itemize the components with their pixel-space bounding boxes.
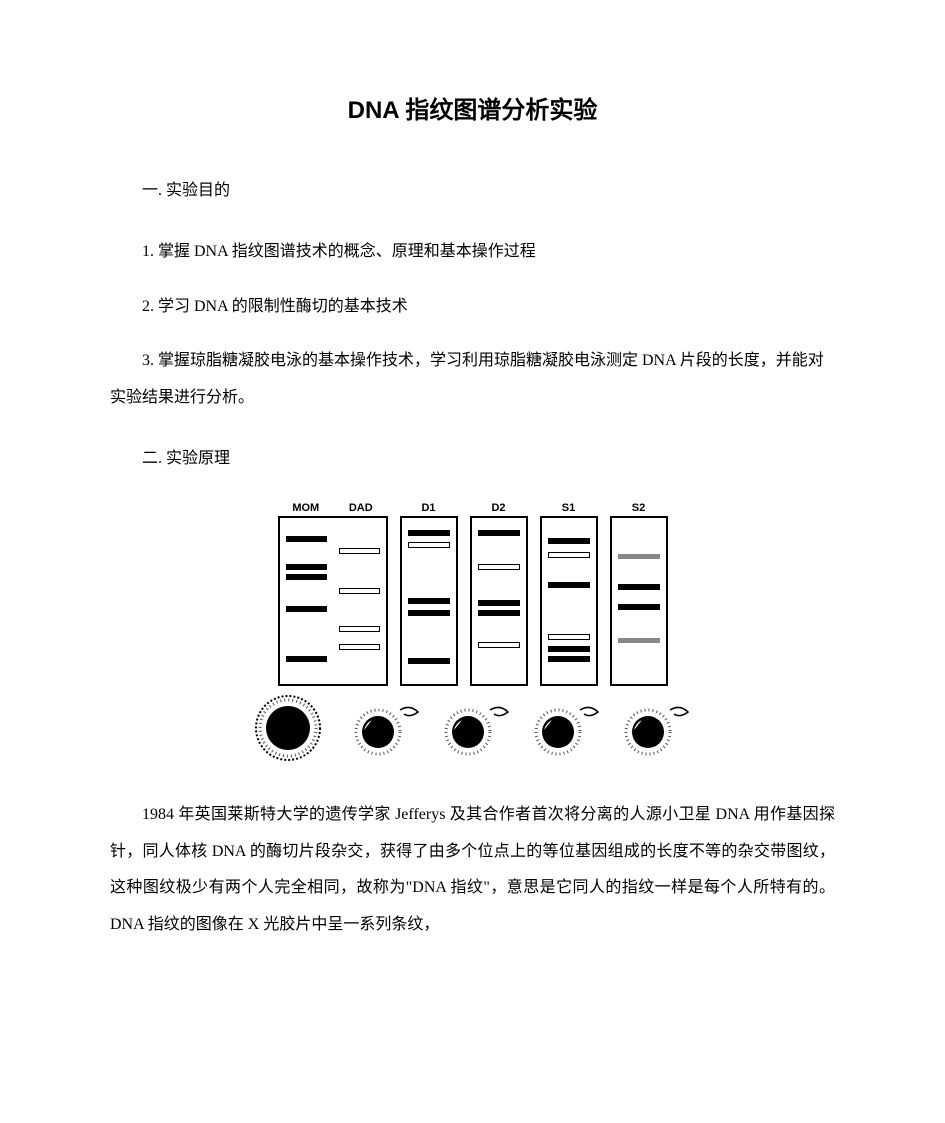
lane-box-s2 [610,516,668,686]
lane-label-mom: MOM [292,502,319,514]
gel-band [618,638,660,643]
page-title: DNA 指纹图谱分析实验 [110,90,835,125]
gel-band [478,600,520,606]
cell-icon [350,700,422,761]
gel-band [548,582,590,588]
lane-s2: S2 [610,502,668,686]
gel-band [408,542,450,548]
gel-band [286,536,327,542]
gel-band [286,564,327,570]
gel-band [408,610,450,616]
gel-band [408,530,450,536]
lane-d1: D1 [400,502,458,686]
gel-band [548,656,590,662]
gel-band [339,548,380,554]
cell-icon [530,700,602,761]
gel-band [548,634,590,640]
lane-parents: MOM DAD [278,502,388,686]
gel-band [548,552,590,558]
gel-band [478,642,520,648]
lane-box-s1 [540,516,598,686]
gel-band [548,538,590,544]
lane-s1: S1 [540,502,598,686]
lane-box-parents [278,516,388,686]
lane-box-d1 [400,516,458,686]
lane-d2: D2 [470,502,528,686]
objective-3: 3. 掌握琼脂糖凝胶电泳的基本操作技术，学习利用琼脂糖凝胶电泳测定 DNA 片段… [110,343,835,417]
cell-icons-row [254,694,692,767]
gel-band [286,656,327,662]
gel-band [408,598,450,604]
gel-band [548,646,590,652]
gel-band [286,606,327,612]
body-text: 1984 年英国莱斯特大学的遗传学家 Jefferys 及其合作者首次将分离的人… [110,806,835,933]
lane-label-s2: S2 [632,502,645,514]
gel-band [339,626,380,632]
lane-box-d2 [470,516,528,686]
gel-band [339,644,380,650]
objective-2: 2. 学习 DNA 的限制性酶切的基本技术 [110,289,835,326]
gel-band [478,610,520,616]
gel-band [478,564,520,570]
lane-label-d2: D2 [491,502,505,514]
lane-label-s1: S1 [562,502,575,514]
gel-band [618,554,660,559]
objective-1: 1. 掌握 DNA 指纹图谱技术的概念、原理和基本操作过程 [110,234,835,271]
gel-figure: MOM DAD [110,502,835,767]
section-heading-purpose: 一. 实验目的 [110,173,835,210]
gel-band [339,588,380,594]
gel-band [408,658,450,664]
lane-mom [280,518,333,684]
cell-icon [620,700,692,761]
gel-band [286,574,327,580]
lane-label-d1: D1 [421,502,435,514]
lane-label-dad: DAD [349,502,373,514]
lane-dad [333,518,386,684]
gel-band [618,584,660,590]
gel-band [618,604,660,610]
section-heading-principle: 二. 实验原理 [110,441,835,478]
gel-band [478,530,520,536]
cell-icon [254,694,332,767]
body-paragraph: 1984 年英国莱斯特大学的遗传学家 Jefferys 及其合作者首次将分离的人… [110,797,835,944]
cell-icon [440,700,512,761]
